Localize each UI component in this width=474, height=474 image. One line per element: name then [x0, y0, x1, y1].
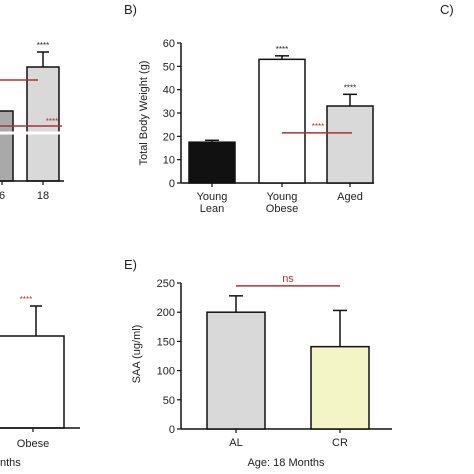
panel-e-ytick-label: 0 — [169, 424, 175, 436]
panel-b-category-label: Aged — [337, 191, 363, 203]
panel-a-bar-18 — [26, 66, 60, 182]
panel-b-bar — [326, 105, 374, 184]
panel-c-label: C) — [440, 2, 454, 17]
panel-d-star: **** — [20, 295, 32, 304]
panel-a-star-lower: **** — [46, 117, 58, 126]
panel-e-category-label: CR — [332, 437, 348, 449]
panel-b-category-label: Young — [197, 191, 228, 203]
panel-d: **** Obese nths — [0, 295, 80, 469]
panel-e-bar — [310, 345, 370, 430]
panel-b-ytick-label: 20 — [163, 131, 175, 143]
panel-e-sig-label: ns — [282, 273, 294, 285]
panel-b: B) Total Body Weight (g) 0 10 20 30 40 50 60 Y… — [124, 2, 374, 215]
panel-b-ytick-label: 50 — [163, 61, 175, 73]
panel-b-star-label: **** — [344, 83, 356, 92]
panel-b-bar — [258, 58, 306, 184]
panel-e-xlabel: Age: 18 Months — [247, 457, 325, 469]
panel-e-ytick-label: 50 — [163, 395, 175, 407]
panel-b-ylabel: Total Body Weight (g) — [138, 61, 150, 166]
panel-a-bar-6 — [0, 110, 14, 182]
panel-d-xlabel-fragment: nths — [0, 457, 21, 469]
panel-e: E) SAA (ug/ml) 0 50 100 150 200 250 AL CR ns A… — [124, 257, 392, 469]
panel-b-ytick-label: 10 — [163, 155, 175, 167]
panel-e-category-label: AL — [229, 437, 242, 449]
panel-b-ytick-label: 40 — [163, 85, 175, 97]
panel-b-category-label: Young — [267, 191, 298, 203]
panel-b-ytick-label: 0 — [169, 178, 175, 190]
panel-b-star-label: **** — [276, 45, 288, 54]
panel-b-label: B) — [124, 2, 137, 17]
panel-a-tick-label-18: 18 — [37, 190, 49, 202]
panel-e-ytick-label: 250 — [157, 278, 175, 290]
panel-b-sig-label: **** — [312, 122, 324, 131]
panel-a-tick-label-6: 6 — [0, 190, 5, 202]
panel-b-category-label: Lean — [200, 203, 224, 215]
panel-e-bar — [206, 311, 266, 430]
panel-b-category-label: Obese — [266, 203, 298, 215]
panel-a: **** **** 6 18 — [0, 41, 64, 202]
panel-e-label: E) — [124, 257, 137, 272]
panel-e-ylabel: SAA (ug/ml) — [131, 325, 143, 384]
panel-e-ytick-label: 150 — [157, 336, 175, 348]
panel-b-bar — [188, 141, 236, 184]
panel-b-ytick-label: 60 — [163, 38, 175, 50]
panel-a-star-18: **** — [37, 41, 49, 50]
panel-d-category-label: Obese — [17, 438, 49, 450]
panel-b-ytick-label: 30 — [163, 108, 175, 120]
panel-e-ytick-label: 200 — [157, 307, 175, 319]
panel-e-ytick-label: 100 — [157, 366, 175, 378]
panel-d-bar — [0, 335, 65, 429]
